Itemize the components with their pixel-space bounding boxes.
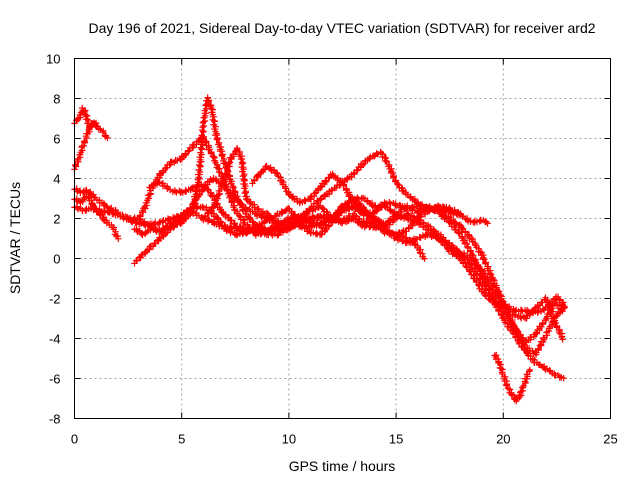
data-series-12 (491, 352, 533, 405)
y-axis-label: SDTVAR / TECUs (7, 182, 23, 294)
y-tick-label: -6 (49, 372, 61, 387)
x-tick-label: 15 (389, 432, 403, 447)
y-tick-label: -4 (49, 332, 61, 347)
x-tick-label: 25 (603, 432, 617, 447)
plot-frame (74, 58, 611, 419)
series-markers (146, 179, 566, 343)
y-tick-label: 6 (53, 132, 60, 147)
x-tick-label: 20 (496, 432, 510, 447)
series-markers (491, 352, 533, 405)
data-series-8 (146, 179, 566, 343)
y-tick-label: -2 (49, 292, 61, 307)
chart-title: Day 196 of 2021, Sidereal Day-to-day VTE… (88, 20, 595, 36)
y-tick-label: 10 (46, 52, 60, 67)
y-tick-label: 4 (53, 172, 60, 187)
x-tick-label: 10 (282, 432, 296, 447)
x-tick-label: 0 (71, 432, 78, 447)
series-markers (249, 162, 566, 346)
data-series-11 (249, 162, 566, 346)
axis-ticks: -8 -6 -4 -2 0 2 4 6 8 10 0 5 10 15 20 25 (46, 52, 618, 447)
y-tick-label: 2 (53, 212, 60, 227)
data-series-10 (199, 144, 567, 358)
series-markers (199, 144, 567, 358)
data-points (71, 94, 568, 405)
y-tick-label: 0 (53, 252, 60, 267)
x-axis-label: GPS time / hours (289, 458, 396, 474)
y-tick-label: -8 (49, 412, 61, 427)
x-tick-label: 5 (178, 432, 185, 447)
y-tick-label: 8 (53, 92, 60, 107)
